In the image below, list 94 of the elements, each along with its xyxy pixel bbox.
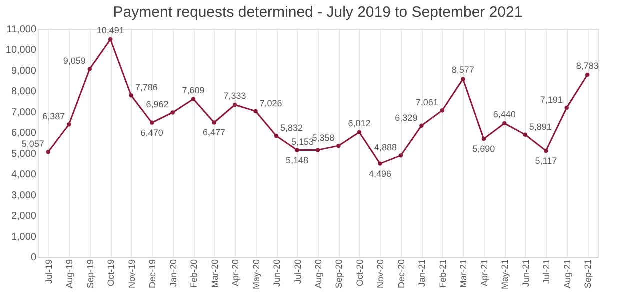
point [150, 120, 154, 126]
x-tick-label: Dec-20 [396, 260, 406, 289]
x-tick-label: Nov-20 [376, 260, 386, 289]
x-tick-label: Nov-19 [126, 260, 137, 289]
y-tick-label: 4,000 [11, 170, 37, 181]
data-label: 6,440 [493, 110, 516, 120]
point [378, 162, 382, 166]
data-label: 10,491 [96, 26, 124, 36]
data-label: 8,577 [452, 65, 474, 76]
point [398, 154, 404, 158]
point [440, 108, 445, 113]
x-tick-label: May-21 [500, 260, 510, 290]
y-tick-label: 6,000 [11, 128, 37, 140]
x-tick-label: Oct-20 [354, 260, 365, 287]
point [502, 121, 507, 126]
x-tick-label: Dec-19 [148, 260, 158, 289]
x-tick-label: Apr-20 [230, 260, 241, 287]
x-tick-label: Jun-21 [520, 260, 531, 288]
point [586, 72, 590, 78]
point [232, 102, 238, 108]
x-tick-label: Mar-20 [210, 260, 220, 288]
point [46, 150, 50, 154]
chart-title: Payment requests determined - July 2019 to September 2021 [113, 4, 523, 21]
point [129, 94, 134, 98]
y-tick-label: 9,000 [11, 66, 37, 77]
data-label: 4,888 [374, 142, 397, 153]
y-tick-label: 1,000 [11, 232, 37, 243]
point [170, 110, 175, 115]
x-tick-label: Mar-21 [458, 260, 469, 288]
y-tick-label: 10,000 [6, 45, 37, 56]
x-tick-label: Feb-21 [438, 260, 448, 288]
data-label: 4,496 [368, 168, 392, 179]
x-tick-label: Jun-20 [272, 260, 282, 288]
data-label: 5,832 [280, 123, 304, 134]
point [420, 124, 424, 128]
x-tick-label: Apr-21 [479, 260, 490, 287]
data-label: 5,153 [291, 137, 314, 148]
data-label: 7,191 [540, 94, 563, 105]
data-label: 6,329 [395, 112, 418, 123]
x-tick-label: Sep-19 [85, 260, 96, 289]
data-label: 5,057 [22, 139, 44, 150]
y-tick-label: 11,000 [6, 24, 37, 36]
x-tick-label: Aug-19 [64, 260, 75, 289]
data-label: 6,387 [42, 112, 66, 122]
point [482, 136, 486, 142]
data-label: 7,609 [182, 85, 205, 96]
data-label: 6,012 [348, 118, 371, 128]
point [108, 37, 113, 42]
x-tick-label: Jan-20 [168, 260, 178, 288]
data-label: 6,477 [203, 128, 226, 138]
data-label: 7,061 [416, 98, 438, 108]
point [88, 67, 92, 72]
y-tick-label: 7,000 [11, 107, 37, 118]
y-tick-label: 2,000 [11, 211, 37, 222]
data-label: 6,962 [146, 100, 169, 110]
data-label: 7,026 [260, 98, 282, 108]
y-tick-label: 3,000 [11, 190, 37, 202]
x-tick-label: Feb-20 [189, 260, 200, 288]
point [212, 120, 216, 125]
point [544, 148, 548, 154]
x-tick-label: Sep-20 [334, 260, 344, 289]
point [336, 144, 341, 148]
y-tick-label: 5,000 [11, 148, 37, 160]
point [523, 132, 528, 138]
x-tick-label: Aug-21 [562, 260, 572, 289]
point [461, 77, 466, 82]
x-tick-label: Jan-21 [417, 260, 428, 288]
data-label: 6,470 [140, 128, 164, 138]
point [254, 109, 258, 114]
x-tick-label: Jul-20 [292, 260, 303, 284]
point [66, 122, 72, 127]
y-tick-label: 8,000 [11, 86, 37, 98]
data-label: 8,783 [576, 60, 599, 71]
x-tick-label: Sep-21 [583, 260, 594, 289]
x-tick-label: Aug-20 [314, 260, 324, 289]
data-label: 5,117 [535, 156, 558, 166]
point [191, 97, 196, 102]
data-label: 7,333 [224, 91, 246, 102]
point [316, 148, 320, 152]
x-tick-label: Jul-21 [542, 260, 552, 284]
data-label: 5,148 [286, 155, 309, 166]
x-tick-label: Oct-19 [106, 260, 116, 287]
point [357, 130, 362, 135]
data-label: 5,690 [472, 144, 496, 154]
data-label: 9,059 [63, 56, 86, 66]
x-tick-label: May-20 [251, 260, 262, 290]
point [295, 148, 300, 152]
data-label: 5,891 [529, 122, 552, 132]
point [564, 106, 570, 110]
data-label: 7,786 [135, 82, 158, 93]
point [274, 134, 279, 138]
y-tick-label: 0 [30, 252, 37, 264]
x-tick-label: Jul-19 [44, 260, 54, 284]
data-label: 5,358 [312, 132, 335, 143]
